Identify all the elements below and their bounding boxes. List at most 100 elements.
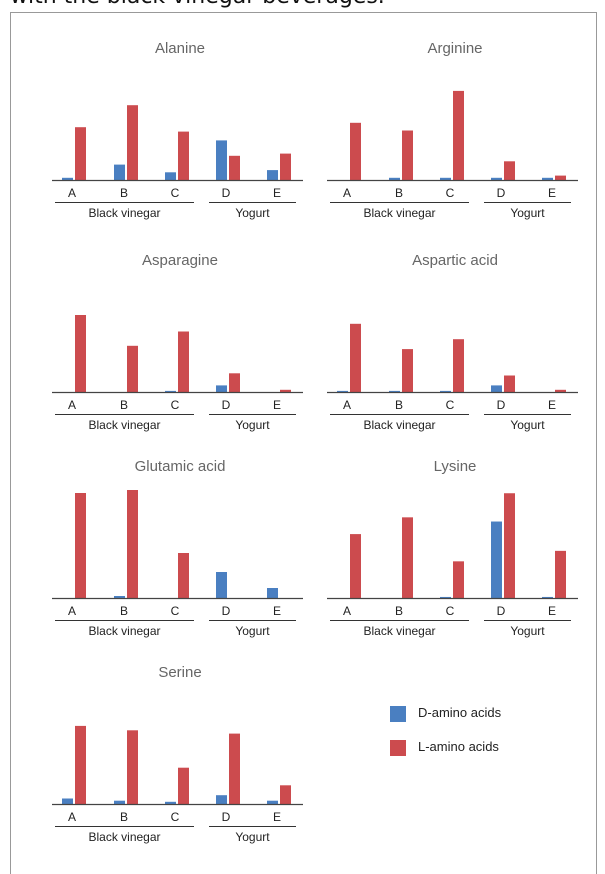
category-label: B bbox=[395, 604, 403, 618]
chart-title: Lysine bbox=[434, 458, 477, 475]
category-label: E bbox=[548, 398, 556, 412]
group-label: Black vinegar bbox=[363, 206, 435, 220]
legend-swatch-d bbox=[390, 706, 406, 722]
category-label: E bbox=[548, 604, 556, 618]
bar-l bbox=[127, 345, 138, 392]
bar-d bbox=[165, 172, 176, 180]
bar-l bbox=[402, 517, 413, 598]
chart-svg: Asparagine A B C D E Black vinegar Yogurt bbox=[52, 252, 303, 432]
category-label: B bbox=[120, 810, 128, 824]
bar-d bbox=[216, 795, 227, 804]
category-label: E bbox=[273, 604, 281, 618]
chart-svg: Arginine A B C D E Black vinegar Yogurt bbox=[327, 40, 578, 220]
bar-l bbox=[75, 127, 86, 180]
bar-d bbox=[62, 177, 73, 180]
chart-svg: Aspartic acid A B C D E Black vinegar Yogurt bbox=[327, 252, 578, 432]
bar-l bbox=[127, 730, 138, 804]
chart-svg: Serine A B C D E Black vinegar Yogurt bbox=[52, 664, 303, 844]
chart-panel: Asparagine A B C D E Black vinegar Yogurt bbox=[50, 252, 320, 442]
group-label: Yogurt bbox=[235, 418, 270, 432]
bar-l bbox=[350, 122, 361, 180]
chart-title: Arginine bbox=[427, 40, 482, 57]
bar-l bbox=[280, 153, 291, 180]
bar-l bbox=[402, 130, 413, 180]
bar-d bbox=[267, 800, 278, 804]
bar-d bbox=[267, 170, 278, 180]
group-label: Black vinegar bbox=[88, 830, 160, 844]
category-label: C bbox=[446, 398, 455, 412]
bar-d bbox=[491, 521, 502, 598]
figure-frame bbox=[10, 12, 597, 874]
bar-d bbox=[216, 140, 227, 180]
bar-l bbox=[229, 733, 240, 804]
bar-d bbox=[267, 588, 278, 598]
bar-d bbox=[114, 596, 125, 598]
bar-d bbox=[491, 177, 502, 180]
bar-d bbox=[337, 390, 348, 392]
group-label: Yogurt bbox=[235, 206, 270, 220]
group-label: Black vinegar bbox=[363, 624, 435, 638]
category-label: B bbox=[120, 186, 128, 200]
bar-l bbox=[280, 389, 291, 392]
bar-d bbox=[440, 596, 451, 598]
legend-label-l: L-amino acids bbox=[418, 739, 499, 754]
bar-d bbox=[440, 390, 451, 392]
chart-panel: Arginine A B C D E Black vinegar Yogurt bbox=[325, 40, 595, 230]
bar-d bbox=[165, 390, 176, 392]
bar-l bbox=[229, 373, 240, 392]
category-label: A bbox=[68, 398, 76, 412]
chart-panel: Aspartic acid A B C D E Black vinegar Yogurt bbox=[325, 252, 595, 442]
group-label: Yogurt bbox=[510, 206, 545, 220]
group-label: Black vinegar bbox=[88, 418, 160, 432]
category-label: B bbox=[395, 398, 403, 412]
category-label: A bbox=[343, 186, 351, 200]
group-label: Black vinegar bbox=[363, 418, 435, 432]
category-label: C bbox=[171, 398, 180, 412]
category-label: E bbox=[548, 186, 556, 200]
bar-l bbox=[229, 155, 240, 180]
chart-title: Serine bbox=[158, 664, 201, 681]
bar-l bbox=[555, 389, 566, 392]
bar-l bbox=[555, 175, 566, 180]
category-label: D bbox=[497, 186, 506, 200]
bar-d bbox=[491, 385, 502, 392]
bar-l bbox=[75, 315, 86, 392]
chart-svg: Lysine A B C D E Black vinegar Yogurt bbox=[327, 458, 578, 638]
bar-l bbox=[504, 493, 515, 598]
category-label: E bbox=[273, 186, 281, 200]
category-label: B bbox=[120, 604, 128, 618]
bar-l bbox=[178, 553, 189, 598]
chart-svg: Alanine A B C D E Black vinegar Yogurt bbox=[52, 40, 303, 220]
bar-d bbox=[216, 572, 227, 598]
bar-d bbox=[216, 385, 227, 392]
bar-d bbox=[114, 164, 125, 180]
group-label: Yogurt bbox=[235, 624, 270, 638]
bar-l bbox=[402, 349, 413, 392]
bar-d bbox=[542, 596, 553, 598]
bar-l bbox=[178, 131, 189, 180]
chart-panel: Alanine A B C D E Black vinegar Yogurt bbox=[50, 40, 320, 230]
bar-l bbox=[555, 550, 566, 598]
category-label: A bbox=[343, 604, 351, 618]
bar-l bbox=[127, 490, 138, 598]
category-label: C bbox=[171, 810, 180, 824]
group-label: Yogurt bbox=[510, 624, 545, 638]
chart-svg: Glutamic acid A B C D E Black vinegar Yogurt bbox=[52, 458, 303, 638]
category-label: A bbox=[68, 810, 76, 824]
bar-l bbox=[75, 493, 86, 598]
group-label: Yogurt bbox=[510, 418, 545, 432]
category-label: C bbox=[446, 186, 455, 200]
category-label: C bbox=[171, 604, 180, 618]
bar-l bbox=[453, 339, 464, 392]
category-label: B bbox=[395, 186, 403, 200]
bar-l bbox=[504, 375, 515, 392]
bar-l bbox=[178, 331, 189, 392]
chart-title: Asparagine bbox=[142, 252, 218, 269]
chart-panel: Serine A B C D E Black vinegar Yogurt bbox=[50, 664, 320, 854]
bar-l bbox=[504, 161, 515, 180]
category-label: D bbox=[222, 810, 231, 824]
category-label: A bbox=[68, 186, 76, 200]
group-label: Black vinegar bbox=[88, 206, 160, 220]
category-label: D bbox=[222, 186, 231, 200]
bar-d bbox=[389, 177, 400, 180]
